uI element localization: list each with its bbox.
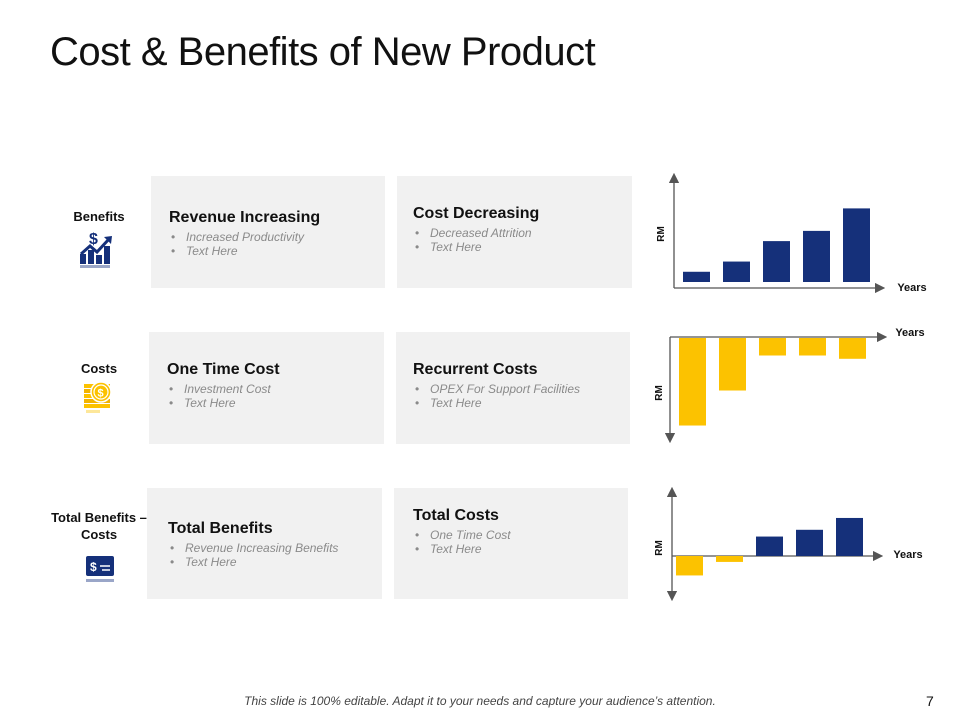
bar-5 <box>839 338 866 359</box>
x-axis-label: Years <box>893 549 922 561</box>
x-axis-label: Years <box>895 327 924 339</box>
bar-3 <box>756 536 783 556</box>
costs-bar-chart: Years RM <box>654 327 925 444</box>
card-recurrent-costs: Recurrent Costs OPEX For Support Facilit… <box>396 332 630 444</box>
row-label-benefits: Benefits <box>73 209 125 224</box>
bar-1 <box>676 556 703 576</box>
card-title: Total Costs <box>413 507 499 524</box>
bar-5 <box>836 517 863 556</box>
svg-text:$: $ <box>89 231 98 248</box>
card-bullet: Text Here <box>169 244 385 258</box>
y-axis-label: RM <box>656 226 667 242</box>
bar-1 <box>679 338 706 426</box>
bar-3 <box>763 241 790 282</box>
card-bullet: Decreased Attrition <box>413 226 632 240</box>
card-title: Total Benefits <box>168 520 273 537</box>
card-one-time-cost: One Time Cost Investment Cost Text Here <box>149 332 384 444</box>
card-bullet: Text Here <box>168 555 382 569</box>
row-label-costs: Costs <box>80 361 118 376</box>
page-number: 7 <box>926 693 934 709</box>
bar-2 <box>716 556 743 562</box>
card-bullet: One Time Cost <box>413 528 628 542</box>
card-revenue-increasing: Revenue Increasing Increased Productivit… <box>151 176 385 288</box>
slide-title: Cost & Benefits of New Product <box>50 30 596 74</box>
card-bullet: Investment Cost <box>167 382 384 396</box>
bar-2 <box>723 261 750 282</box>
card-title: Revenue Increasing <box>169 209 321 226</box>
bar-1 <box>683 271 710 282</box>
bar-4 <box>796 529 823 556</box>
svg-text:$: $ <box>98 388 104 400</box>
row-label-total-benefits-costs: Total Benefits –Costs <box>51 510 147 542</box>
coins-icon: $ <box>82 378 118 421</box>
y-axis-label: RM <box>654 540 665 556</box>
bar-3 <box>759 338 786 356</box>
card-title: One Time Cost <box>167 361 280 378</box>
footer-note: This slide is 100% editable. Adapt it to… <box>244 694 716 708</box>
card-title: Cost Decreasing <box>413 205 540 222</box>
bar-4 <box>803 230 830 282</box>
cheque-dollar-icon: $ <box>85 555 115 590</box>
bar-2 <box>719 338 746 391</box>
total-benefits-costs-bar-chart: Years RM <box>654 486 923 602</box>
card-bullet: Text Here <box>413 240 632 254</box>
card-cost-decreasing: Cost Decreasing Decreased Attrition Text… <box>397 176 632 288</box>
card-total-costs: Total Costs One Time Cost Text Here <box>394 488 628 599</box>
bar-5 <box>843 208 870 282</box>
growth-dollar-chart-icon: $ <box>78 228 114 275</box>
card-bullet: Increased Productivity <box>169 230 385 244</box>
card-bullet: Revenue Increasing Benefits <box>168 541 382 555</box>
bar-4 <box>799 338 826 356</box>
card-bullet: Text Here <box>413 396 630 410</box>
svg-text:$: $ <box>90 560 97 574</box>
card-total-benefits: Total Benefits Revenue Increasing Benefi… <box>147 488 382 599</box>
card-bullet: Text Here <box>413 542 628 556</box>
y-axis-label: RM <box>654 385 665 401</box>
card-title: Recurrent Costs <box>413 361 538 378</box>
benefits-bar-chart: Years RM <box>656 172 927 294</box>
card-bullet: OPEX For Support Facilities <box>413 382 630 396</box>
x-axis-label: Years <box>897 282 926 294</box>
card-bullet: Text Here <box>167 396 384 410</box>
